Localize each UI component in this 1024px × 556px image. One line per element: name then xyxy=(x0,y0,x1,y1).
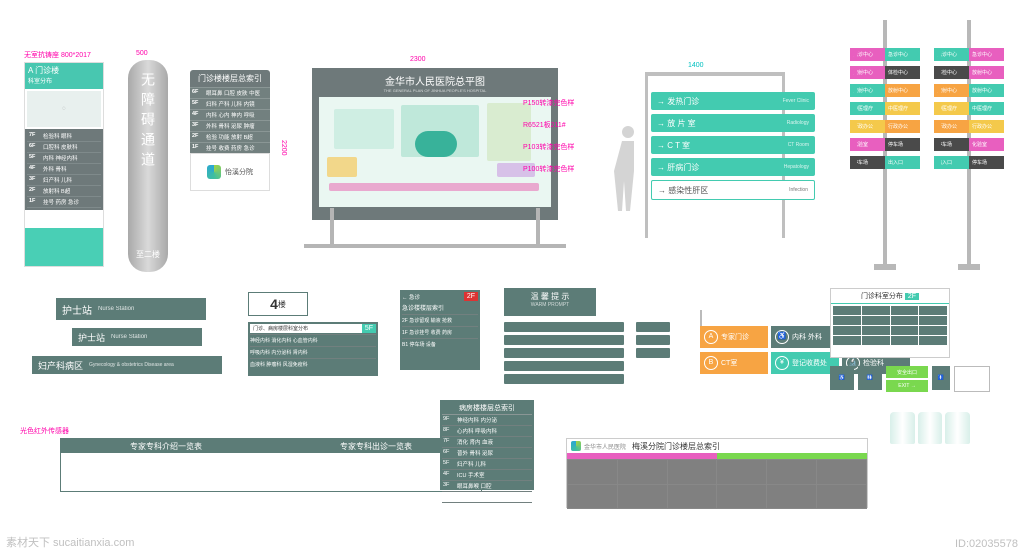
small-signs-cluster: ♿🚻安全出口EXIT →🚹 xyxy=(830,366,1000,416)
nurse-station-sign-1: 护士站Nurse Station xyxy=(56,298,206,320)
map-leg xyxy=(330,208,334,248)
dept-distribution-board: 门诊科室分布 2F xyxy=(830,288,950,358)
meixi-branch-index: 金华市人民医院 梅溪分院门诊楼层总索引 xyxy=(566,438,868,508)
dept5f-title: 门诊、病房楼层科室分布 xyxy=(250,324,376,333)
ward-floor-index: 病房楼楼层总索引 9F神经内科 内分泌8F心内科 呼吸内科7F消化 肾内 血液6… xyxy=(440,400,534,490)
pylon-sub: 至二楼 xyxy=(128,249,168,260)
kiosk-department-dist: A 门诊楼 科室分布 ◌ 7F检验科 眼科6F口腔科 皮肤科5F内科 神经内科4… xyxy=(24,62,104,267)
kiosk1-spec: 无室抗铸座 800*2017 xyxy=(24,50,91,60)
map-subtitle: THE GENERAL PLAN OF JINHUA PEOPLE'S HOSP… xyxy=(317,88,553,93)
emergency-index-board: ← 急诊 2F 急诊楼楼层索引 2F 急诊留观 输液 抢救1F 急诊挂号 收费 … xyxy=(400,290,480,370)
wet-floor-signs xyxy=(890,412,970,444)
index-base: 怡溪分院 xyxy=(190,153,270,191)
expert-tables: 专家专科介绍一览表 专家专科出诊一览表 xyxy=(60,438,482,492)
index-brand: 怡溪分院 xyxy=(225,167,253,177)
dept5f-tag: 5F xyxy=(362,324,376,333)
index-title: 门诊楼楼层总索引 xyxy=(190,70,270,87)
expert-row: 光色红外传感器 专家专科介绍一览表 专家专科出诊一览表 病房楼楼层总索引 9F神… xyxy=(20,438,980,538)
expert-note: 光色红外传感器 xyxy=(20,426,69,436)
wayfinding-tree-2: 急诊中心急诊中心体检中心放射中心放射中心放射中心中医理疗中医理疗行政办公行政办公… xyxy=(934,20,1004,270)
obstetrics-ward-sign: 妇产科病区Gynecology & obstetrics Disease are… xyxy=(32,356,222,374)
pylon-text: 无障碍通道 xyxy=(138,72,158,172)
hospital-map-board: 金华市人民医院总平图 THE GENERAL PLAN OF JINHUA PE… xyxy=(300,68,570,248)
watermark-right: ID:02035578 xyxy=(955,538,1018,550)
hospital-logo-icon xyxy=(207,165,221,179)
kiosk1-title: A 门诊楼 xyxy=(28,66,59,75)
hospital-logo-icon xyxy=(571,441,581,451)
mini-slats-right xyxy=(636,322,670,358)
wayfinding-tree-1: 急诊中心急诊中心放射中心体检中心放射中心放射中心中医理疗中医理疗行政办公行政办公… xyxy=(850,20,920,270)
ward-idx-title: 病房楼楼层总索引 xyxy=(442,402,532,415)
nurse-station-sign-2: 护士站Nurse Station xyxy=(72,328,202,346)
kiosk1-sub: 科室分布 xyxy=(28,79,52,85)
big-index-title: 梅溪分院门诊楼层总索引 xyxy=(632,441,720,452)
map-graphic xyxy=(319,97,551,207)
kiosk1-minimap: ◌ xyxy=(27,91,101,127)
human-silhouette-icon xyxy=(613,123,643,213)
map-base xyxy=(304,244,566,248)
kiosk1-rows: 7F检验科 眼科6F口腔科 皮肤科5F内科 神经内科4F外科 骨科3F妇产科 儿… xyxy=(25,129,103,210)
accessibility-pylon: 无障碍通道 至二楼 xyxy=(128,60,168,272)
warm-title: 温 馨 提 示 xyxy=(507,291,593,302)
emerg-title: 急诊楼楼层索引 xyxy=(402,303,478,312)
pylon-dim: 500 xyxy=(136,50,148,57)
kiosk1-foot xyxy=(25,228,103,266)
map-leg xyxy=(536,208,540,248)
warm-sub: WARM PROMPT xyxy=(507,302,593,308)
gb-dim-top: 1400 xyxy=(688,62,704,69)
floor-index-kiosk: 门诊楼楼层总索引 6F眼耳鼻 口腔 皮肤 中医5F妇科 产科 儿科 内镜4F内科… xyxy=(190,70,270,260)
warm-tips-sign: 温 馨 提 示 WARM PROMPT xyxy=(504,288,596,316)
kiosk1-header: A 门诊楼 科室分布 xyxy=(25,63,103,89)
map-dim-h: 2200 xyxy=(280,140,287,156)
floor-4-sign: 4楼 xyxy=(248,292,308,316)
map-dim-w: 2300 xyxy=(410,56,426,63)
green-direction-board: → 发热门诊Fever Clinic→ 放 片 室Radiology→ C T … xyxy=(615,78,815,248)
map-title: 金华市人民医院总平图 THE GENERAL PLAN OF JINHUA PE… xyxy=(313,69,557,97)
emerg-tag: 2F xyxy=(464,292,478,301)
emerg-arrow: ← 急诊 xyxy=(402,293,420,301)
expert-intro-header: 专家专科介绍一览表 xyxy=(61,439,271,453)
mini-slats-left xyxy=(504,322,624,384)
dept-5f-board: 5F 门诊、病房楼层科室分布 神经内科 消化内科 心血管内科呼吸内科 内分泌科 … xyxy=(248,322,378,376)
